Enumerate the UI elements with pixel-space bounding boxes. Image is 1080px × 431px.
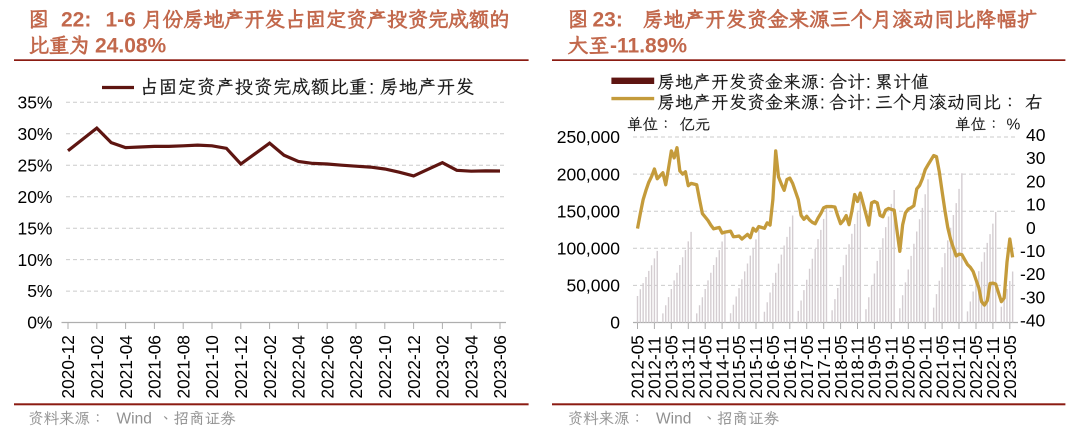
svg-text:50,000: 50,000 xyxy=(566,276,620,296)
svg-text:23:: 23: xyxy=(593,9,623,32)
svg-text:20: 20 xyxy=(1026,171,1046,191)
svg-text::: : xyxy=(820,72,825,92)
svg-text:2022-11: 2022-11 xyxy=(983,336,1003,398)
svg-text:30%: 30% xyxy=(17,124,52,144)
svg-text:5%: 5% xyxy=(27,281,52,301)
svg-text:2022-10: 2022-10 xyxy=(375,335,395,398)
svg-text:2012-11: 2012-11 xyxy=(645,336,665,398)
svg-text:20%: 20% xyxy=(17,187,52,207)
svg-text:%: % xyxy=(1007,117,1021,134)
svg-text:2016-11: 2016-11 xyxy=(780,336,800,398)
svg-text:0: 0 xyxy=(610,313,620,333)
svg-text:2019-05: 2019-05 xyxy=(865,335,885,398)
svg-text:2021-08: 2021-08 xyxy=(173,335,193,398)
svg-text:2021-10: 2021-10 xyxy=(202,335,222,398)
svg-text::: : xyxy=(369,77,374,98)
svg-text:2015-11: 2015-11 xyxy=(746,336,766,398)
svg-text:Wind: Wind xyxy=(656,411,691,428)
svg-text:2018-05: 2018-05 xyxy=(831,335,851,398)
svg-text:2022-02: 2022-02 xyxy=(260,335,280,398)
svg-text::: : xyxy=(866,92,871,112)
svg-text:-20: -20 xyxy=(1020,264,1046,284)
svg-text:2023-06: 2023-06 xyxy=(490,335,510,398)
svg-text:2021-02: 2021-02 xyxy=(87,335,107,398)
svg-text:-30: -30 xyxy=(1020,287,1046,307)
svg-text:0: 0 xyxy=(1026,218,1036,238)
svg-text:2016-05: 2016-05 xyxy=(763,335,783,398)
svg-text:2023-02: 2023-02 xyxy=(433,335,453,398)
svg-text:10: 10 xyxy=(1026,195,1046,215)
svg-text:2021-12: 2021-12 xyxy=(231,335,251,398)
svg-text:2022-08: 2022-08 xyxy=(346,335,366,398)
svg-text:2013-05: 2013-05 xyxy=(662,335,682,398)
svg-text:40: 40 xyxy=(1026,125,1046,145)
svg-text:30: 30 xyxy=(1026,148,1046,168)
svg-text:25%: 25% xyxy=(17,155,52,175)
svg-text:24.08%: 24.08% xyxy=(95,35,167,58)
svg-text:2022-04: 2022-04 xyxy=(289,335,309,399)
svg-text:150,000: 150,000 xyxy=(557,201,621,221)
svg-text:-11.89%: -11.89% xyxy=(610,35,687,58)
svg-text:250,000: 250,000 xyxy=(557,127,621,147)
svg-text:15%: 15% xyxy=(17,218,52,238)
svg-text:2022-06: 2022-06 xyxy=(317,335,337,398)
svg-text:2021-06: 2021-06 xyxy=(145,335,165,398)
svg-text:2021-05: 2021-05 xyxy=(932,335,952,398)
svg-text:1-6: 1-6 xyxy=(106,9,136,32)
svg-text::: : xyxy=(866,72,871,92)
svg-text:2015-05: 2015-05 xyxy=(729,335,749,398)
svg-text:10%: 10% xyxy=(17,250,52,270)
svg-text:2022-05: 2022-05 xyxy=(966,335,986,398)
svg-text:2020-11: 2020-11 xyxy=(915,336,935,398)
svg-text:200,000: 200,000 xyxy=(557,164,621,184)
svg-text:2017-11: 2017-11 xyxy=(814,336,834,398)
svg-text:35%: 35% xyxy=(17,93,52,113)
svg-text:2014-05: 2014-05 xyxy=(695,335,715,398)
svg-text:2020-05: 2020-05 xyxy=(898,335,918,398)
svg-text:2022-12: 2022-12 xyxy=(404,335,424,398)
svg-text:2021-04: 2021-04 xyxy=(116,335,136,399)
svg-text::: : xyxy=(820,92,825,112)
svg-text:2013-11: 2013-11 xyxy=(678,336,698,398)
svg-text:2017-05: 2017-05 xyxy=(797,335,817,398)
svg-text:-40: -40 xyxy=(1020,311,1046,331)
svg-text:2019-11: 2019-11 xyxy=(882,336,902,398)
svg-text:100,000: 100,000 xyxy=(557,239,621,259)
svg-text:0%: 0% xyxy=(27,313,52,333)
svg-text:2023-04: 2023-04 xyxy=(461,335,481,399)
svg-text:22:: 22: xyxy=(61,9,91,32)
svg-text:-10: -10 xyxy=(1020,241,1046,261)
svg-text:2021-11: 2021-11 xyxy=(949,336,969,398)
svg-text:2014-11: 2014-11 xyxy=(712,336,732,398)
svg-text:2012-05: 2012-05 xyxy=(628,335,648,398)
svg-text:Wind: Wind xyxy=(117,411,152,428)
svg-text:2020-12: 2020-12 xyxy=(58,335,78,398)
svg-text:2018-11: 2018-11 xyxy=(848,336,868,398)
svg-text:2023-05: 2023-05 xyxy=(1000,335,1020,398)
